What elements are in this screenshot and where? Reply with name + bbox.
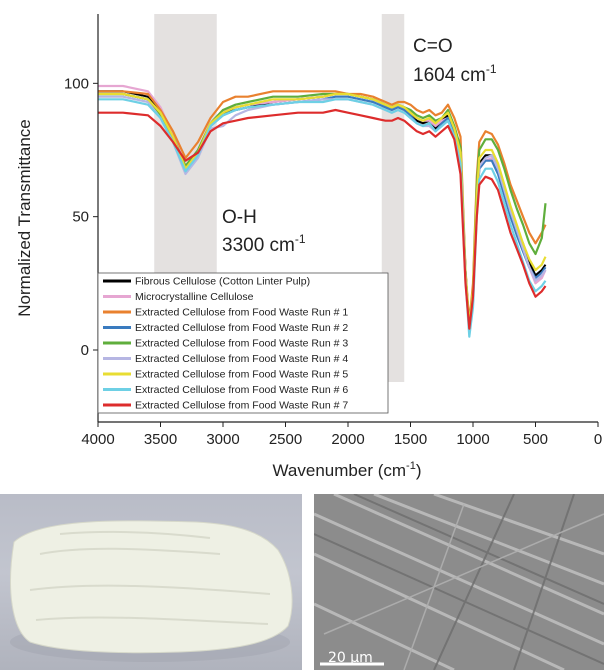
oh-annotation-wavenumber: 3300 cm-1	[222, 232, 306, 256]
x-tick-label: 2000	[331, 431, 364, 448]
x-tick-label: 3000	[206, 431, 239, 448]
series-layer	[98, 84, 547, 338]
legend-label-6: Extracted Cellulose from Food Waste Run …	[135, 353, 348, 365]
legend-label-4: Extracted Cellulose from Food Waste Run …	[135, 322, 348, 334]
x-axis-label-main: Wavenumber (cm	[273, 461, 407, 480]
ftir-chart: 4000 3500 3000 2500 2000 1500 1000 500 0 100500 …	[15, 14, 602, 480]
legend-label-7: Extracted Cellulose from Food Waste Run …	[135, 369, 348, 381]
legend-label-1: Fibrous Cellulose (Cotton Linter Pulp)	[135, 276, 310, 288]
legend-label-2: Microcrystalline Cellulose	[135, 291, 254, 303]
x-axis-label-close: )	[416, 461, 422, 480]
legend-label-3: Extracted Cellulose from Food Waste Run …	[135, 307, 348, 319]
y-tick-label: 50	[72, 209, 89, 226]
sem-fiber-texture	[314, 494, 604, 670]
series-line-5	[98, 92, 547, 328]
co-annotation: C=O 1604 cm-1	[413, 36, 497, 86]
legend-label-9: Extracted Cellulose from Food Waste Run …	[135, 400, 348, 412]
co-annotation-value: 1604 cm	[413, 65, 486, 86]
oh-annotation: O-H 3300 cm-1	[222, 207, 306, 256]
legend-label-5: Extracted Cellulose from Food Waste Run …	[135, 338, 348, 350]
x-tick-label: 4000	[81, 431, 114, 448]
x-tick-label: 2500	[269, 431, 302, 448]
cellulose-sample-photo	[0, 494, 302, 670]
y-tick-label: 0	[81, 342, 89, 359]
sem-micrograph	[314, 494, 604, 670]
x-axis-label-sup: -1	[406, 460, 416, 472]
x-tick-label: 1000	[456, 431, 489, 448]
x-tick-label: 0	[594, 431, 602, 448]
series-line-7	[98, 92, 547, 328]
legend-label-8: Extracted Cellulose from Food Waste Run …	[135, 384, 348, 396]
x-tick-label: 500	[523, 431, 548, 448]
oh-annotation-value: 3300 cm	[222, 235, 295, 256]
legend: Fibrous Cellulose (Cotton Linter Pulp) Mi…	[97, 272, 389, 414]
series-line-8	[98, 98, 547, 338]
x-axis-label: Wavenumber (cm-1)	[273, 460, 422, 480]
co-annotation-sup: -1	[486, 62, 497, 76]
co-annotation-wavenumber: 1604 cm-1	[413, 62, 497, 86]
x-ticks: 4000 3500 3000 2500 2000 1500 1000 500 0	[81, 422, 602, 448]
x-tick-label: 3500	[144, 431, 177, 448]
cellulose-sample-illustration	[10, 520, 293, 662]
y-ticks: 100 50 0	[64, 75, 98, 359]
series-line-9	[98, 108, 547, 330]
co-annotation-title: C=O	[413, 36, 453, 57]
oh-annotation-sup: -1	[295, 232, 306, 246]
y-axis-label: Normalized Transmittance	[15, 119, 34, 316]
series-line-3	[98, 90, 547, 325]
scale-bar-label: 20 μm	[328, 650, 373, 666]
oh-annotation-title: O-H	[222, 207, 257, 228]
y-tick-label: 100	[64, 75, 89, 92]
x-tick-label: 1500	[394, 431, 427, 448]
legend-frame	[97, 272, 389, 414]
